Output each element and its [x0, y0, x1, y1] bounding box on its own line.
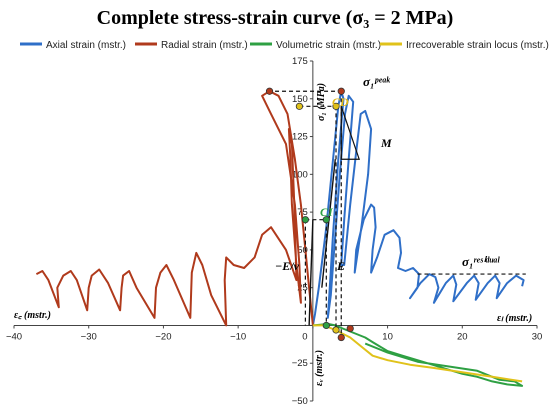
legend-label-radial: Radial strain (mstr.) — [161, 40, 248, 51]
xlabel-left: ε꜀ (mstr.) — [14, 310, 51, 321]
annotation-m: M — [380, 136, 392, 150]
y-tick-label: 150 — [292, 94, 308, 105]
y-tick-label: 50 — [297, 245, 308, 256]
legend-label-axial: Axial strain (mstr.) — [46, 40, 126, 51]
annotation-nu: −E/ν — [275, 259, 300, 273]
series-line-volumetric — [312, 322, 524, 387]
xlabel-right: εₗ (mstr.) — [497, 313, 532, 324]
annotation-peak: σ₁ᵖᵉᵃᵏ — [363, 74, 391, 89]
series-line-radial — [35, 90, 314, 327]
y-tick-label: 100 — [292, 169, 308, 180]
peak-marker-volumetric-b — [337, 333, 345, 342]
cd-marker-volumetric — [332, 326, 340, 334]
peak-marker-radial — [265, 87, 274, 95]
y-tick-label: −50 — [292, 396, 308, 407]
legend-label-irrecoverable: Irrecoverable strain locus (mstr.) — [406, 40, 549, 51]
annotation-residual: σ₁ʳᵉˢⁱᵈᵘᵃˡ — [462, 254, 500, 269]
peak-marker-axial — [337, 87, 345, 95]
x-tick-label: 10 — [382, 331, 393, 342]
x-tick-label: −10 — [230, 331, 246, 342]
x-tick-label: 0 — [302, 331, 307, 342]
y-tick-label: 175 — [292, 56, 308, 67]
chart-title: Complete stress-strain curve (σ₃ = 2 MPa… — [97, 7, 454, 29]
series-layer — [35, 90, 525, 387]
ci-marker-volumetric — [322, 321, 330, 330]
cd-marker-radial — [295, 102, 304, 110]
x-tick-label: −30 — [81, 331, 97, 342]
ci-marker-axial — [322, 216, 330, 224]
m-slope-triangle — [340, 106, 361, 160]
x-tick-label: −40 — [6, 331, 22, 342]
x-tick-label: 20 — [457, 331, 468, 342]
y-tick-label: −25 — [292, 358, 308, 369]
ylabel-upper: σ₁ (MPa) — [316, 83, 327, 121]
ylabel-lower: εᵥ (mstr.) — [314, 350, 325, 386]
ci-marker-radial — [301, 216, 309, 224]
x-tick-label: 30 — [532, 331, 543, 342]
x-tick-label: −20 — [155, 331, 171, 342]
series-line-irrecoverable — [312, 324, 523, 383]
cd-marker-axial — [332, 102, 340, 110]
y-tick-label: 125 — [292, 132, 308, 143]
marker-layer — [265, 87, 354, 342]
series-line-axial — [311, 90, 525, 326]
legend-label-volumetric: Volumetric strain (mstr.) — [276, 40, 381, 51]
e-slope-line — [321, 159, 336, 288]
guide-layer — [268, 90, 526, 338]
legend: Axial strain (mstr.) Radial strain (mstr… — [20, 40, 549, 51]
nu-slope-line — [308, 219, 314, 326]
annotation-e: E — [336, 259, 345, 273]
annotation-ci: CI — [320, 205, 334, 219]
y-tick-label: 25 — [297, 283, 308, 294]
peak-marker-volumetric-a — [346, 324, 354, 333]
annotation-cd: CD — [332, 95, 349, 109]
